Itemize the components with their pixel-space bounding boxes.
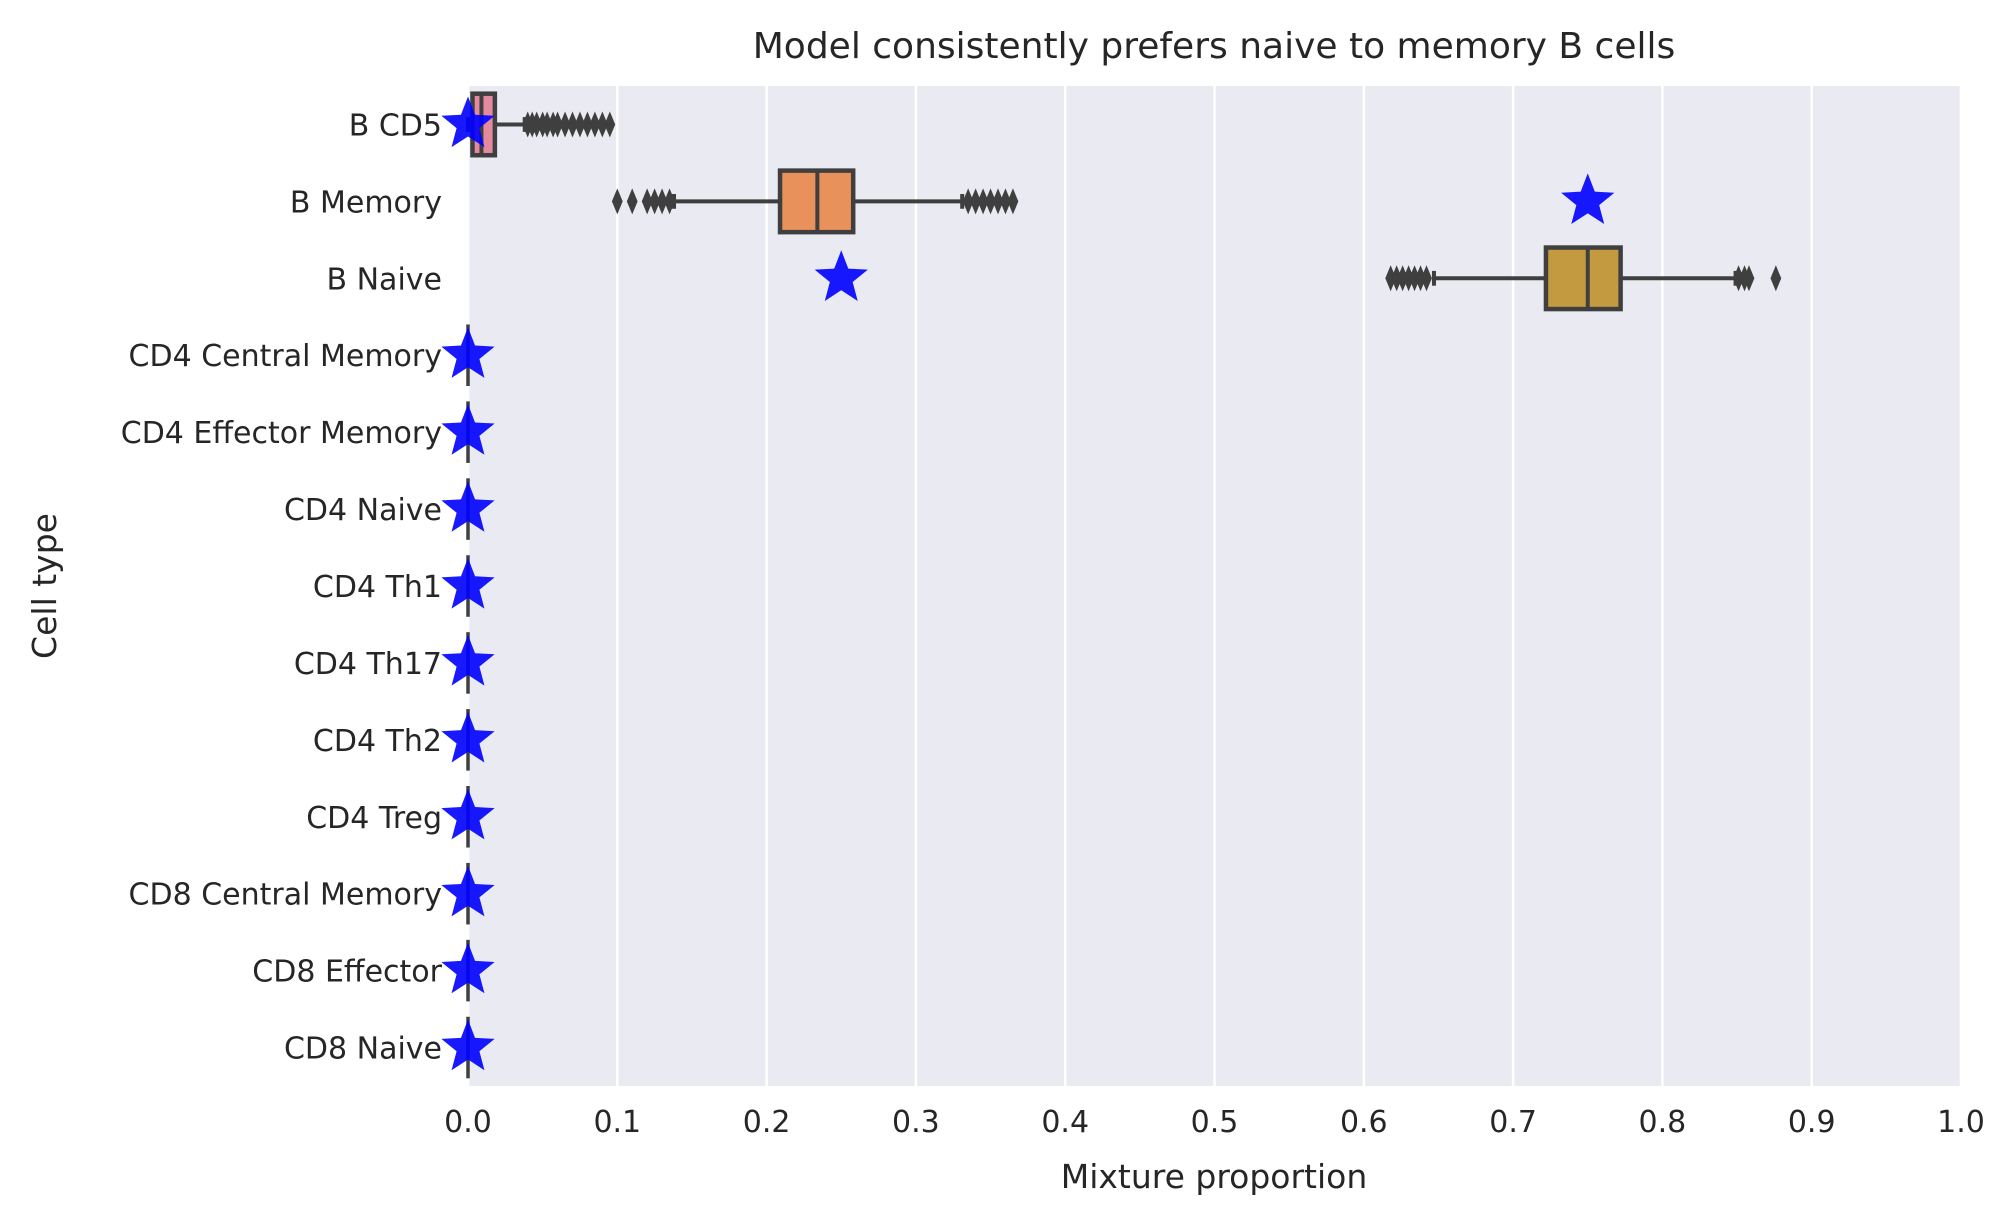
star-marker — [441, 711, 495, 763]
star-marker — [441, 942, 495, 994]
x-tick-label: 0.0 — [444, 1105, 492, 1140]
outlier-point — [611, 188, 623, 215]
x-tick-label: 0.9 — [1788, 1105, 1836, 1140]
x-tick-label: 0.4 — [1041, 1105, 1089, 1140]
chart-title: Model consistently prefers naive to memo… — [753, 26, 1676, 67]
outlier-point — [574, 111, 586, 138]
box-b-naive — [1385, 245, 1782, 312]
y-tick-label: CD4 Effector Memory — [121, 416, 442, 451]
y-tick-label: B Memory — [290, 185, 442, 220]
star-marker — [441, 404, 495, 455]
y-tick-labels: B CD5 B Memory B Naive CD4 Central Memory CD… — [121, 108, 443, 1066]
outlier-point — [1743, 265, 1755, 292]
star-marker — [441, 481, 495, 532]
outlier-point — [985, 188, 996, 215]
outlier-point — [1415, 265, 1426, 292]
outlier-point — [589, 111, 601, 138]
outlier-point — [596, 111, 608, 138]
outlier-point — [1391, 265, 1403, 292]
x-tick-label: 0.2 — [743, 1105, 791, 1140]
outlier-point — [649, 188, 661, 215]
outlier-point — [962, 188, 974, 215]
y-tick-label: CD4 Naive — [284, 493, 442, 528]
star-marker — [441, 634, 495, 686]
true-proportion-stars — [441, 96, 1615, 1071]
outlier-point — [626, 188, 638, 215]
x-tick-label: 0.1 — [593, 1105, 641, 1140]
outlier-point — [1421, 265, 1432, 292]
outlier-point — [552, 111, 563, 138]
box-b-memory — [611, 168, 1019, 235]
star-marker — [441, 1019, 495, 1071]
x-tick-label: 0.3 — [892, 1105, 940, 1140]
y-tick-label: CD4 Central Memory — [129, 339, 442, 374]
x-tick-label: 0.8 — [1639, 1105, 1687, 1140]
outlier-point — [604, 111, 616, 138]
outlier-point — [1397, 265, 1409, 292]
grid-lines — [466, 86, 1963, 1086]
y-tick-label: CD4 Treg — [306, 801, 442, 836]
outlier-point — [582, 111, 593, 138]
x-axis-label: Mixture proportion — [1061, 1157, 1368, 1196]
outlier-point — [977, 188, 989, 215]
y-tick-label: CD8 Effector — [252, 955, 442, 990]
x-tick-label: 0.6 — [1340, 1105, 1388, 1140]
star-marker — [441, 558, 495, 609]
x-tick-label: 0.5 — [1191, 1105, 1239, 1140]
outlier-point — [1007, 188, 1019, 215]
outlier-point — [1385, 265, 1397, 292]
x-tick-labels: 0.0 0.1 0.2 0.3 0.4 0.5 0.6 0.7 0.8 0.9 1.0 — [444, 1105, 1985, 1140]
star-marker — [1561, 173, 1615, 225]
outlier-point — [992, 188, 1004, 215]
outlier-point — [531, 111, 543, 138]
y-tick-label: CD4 Th2 — [313, 724, 442, 759]
outlier-point — [641, 188, 653, 215]
outlier-point — [1403, 265, 1414, 292]
star-marker — [441, 96, 495, 148]
outlier-point — [664, 188, 675, 215]
outlier-point — [1000, 188, 1011, 215]
y-tick-label: CD8 Central Memory — [129, 878, 442, 913]
y-tick-label: CD8 Naive — [284, 1032, 442, 1067]
outlier-point — [1733, 265, 1744, 292]
star-marker — [814, 250, 868, 301]
outlier-point — [1409, 265, 1420, 292]
star-marker — [441, 327, 495, 378]
outlier-point — [656, 188, 668, 215]
outlier-point — [970, 188, 982, 215]
y-tick-label: B Naive — [327, 262, 443, 297]
star-marker — [441, 865, 495, 917]
outlier-point — [541, 111, 553, 138]
y-axis-label: Cell type — [25, 513, 64, 659]
x-tick-label: 0.7 — [1489, 1105, 1537, 1140]
star-marker — [441, 788, 495, 840]
y-tick-label: CD4 Th1 — [313, 570, 442, 605]
outlier-point — [559, 111, 571, 138]
outlier-point — [1770, 265, 1782, 292]
y-tick-label: B CD5 — [349, 108, 442, 143]
box-iqr — [1543, 245, 1623, 312]
y-tick-label: CD4 Th17 — [294, 647, 442, 682]
outlier-point — [567, 111, 578, 138]
x-tick-label: 1.0 — [1937, 1105, 1985, 1140]
